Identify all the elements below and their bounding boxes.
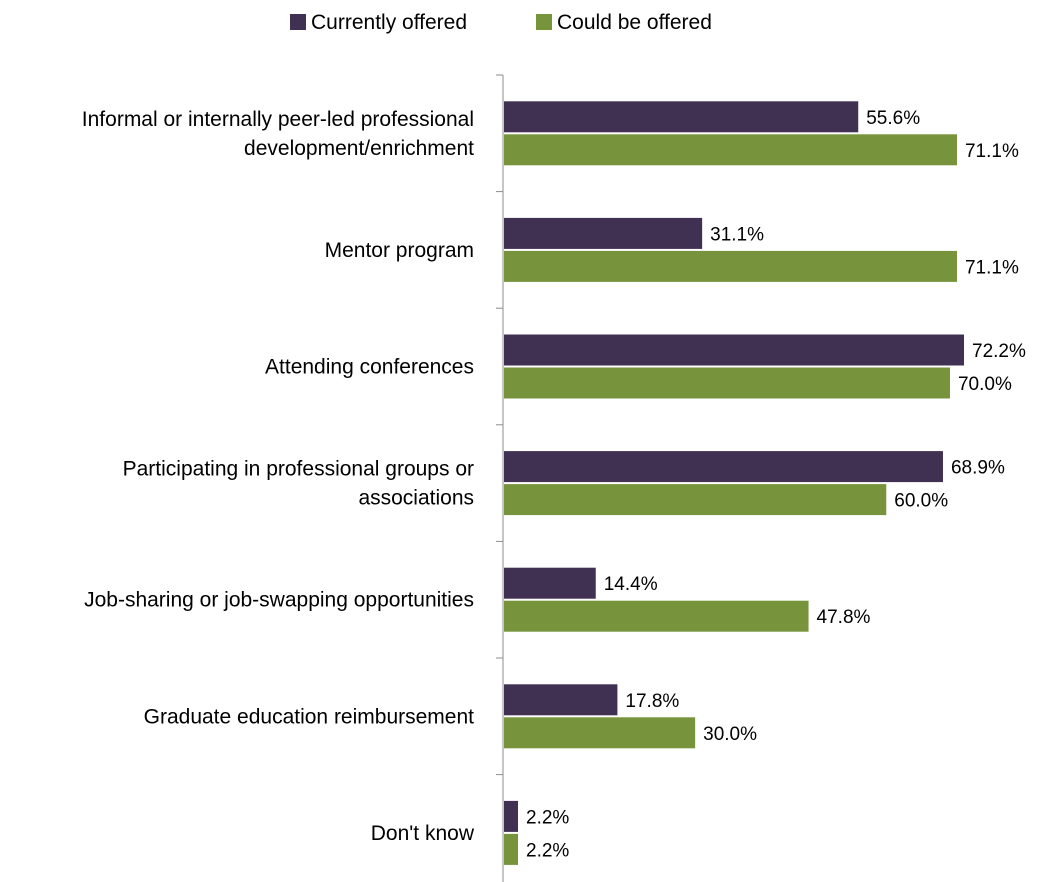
bar-could-be-offered-4	[504, 600, 809, 632]
category-label-6-line-0: Don't know	[371, 822, 475, 845]
bars: 55.6% 71.1% 31.1% 71.1% 72.2% 70.0% 68.9%60.0%…	[504, 101, 1026, 865]
legend-swatch-could-be-offered	[536, 14, 552, 30]
value-label-currently-offered-1: 31.1%	[710, 224, 764, 245]
bar-currently-offered-2	[504, 334, 964, 366]
category-label-5-line-0: Graduate education reimbursement	[144, 705, 475, 728]
bar-currently-offered-5	[504, 684, 618, 716]
category-label-3-line-1: associations	[358, 487, 474, 510]
value-label-currently-offered-3: 68.9%	[951, 458, 1005, 479]
bar-could-be-offered-6	[504, 833, 519, 865]
bar-could-be-offered-3	[504, 484, 887, 516]
bar-could-be-offered-1	[504, 250, 957, 282]
category-label-0-line-1: development/enrichment	[244, 137, 474, 160]
category-label-3-line-0: Participating in professional groups or	[123, 458, 474, 481]
value-label-could-be-offered-0: 71.1%	[965, 141, 1019, 162]
category-label-1-line-0: Mentor program	[325, 239, 474, 262]
value-label-currently-offered-2: 72.2%	[972, 341, 1026, 362]
legend-label-currently-offered: Currently offered	[311, 11, 467, 34]
category-labels: Informal or internally peer-led professi…	[82, 108, 475, 845]
category-label-0-line-0: Informal or internally peer-led professi…	[82, 108, 474, 131]
value-label-could-be-offered-3: 60.0%	[894, 491, 948, 512]
category-label-2-line-0: Attending conferences	[265, 356, 474, 379]
value-label-currently-offered-4: 14.4%	[604, 574, 658, 595]
bar-currently-offered-6	[504, 800, 519, 832]
bar-could-be-offered-5	[504, 717, 696, 749]
bar-currently-offered-0	[504, 101, 859, 133]
bar-currently-offered-3	[504, 451, 943, 483]
value-label-could-be-offered-1: 71.1%	[965, 257, 1019, 278]
legend: Currently offered Could be offered	[290, 11, 712, 34]
value-label-could-be-offered-5: 30.0%	[703, 724, 757, 745]
value-label-could-be-offered-2: 70.0%	[958, 374, 1012, 395]
value-label-currently-offered-0: 55.6%	[866, 108, 920, 129]
category-axis	[496, 74, 504, 882]
value-label-currently-offered-5: 17.8%	[625, 691, 679, 712]
value-label-currently-offered-6: 2.2%	[526, 807, 569, 828]
legend-swatch-currently-offered	[290, 14, 306, 30]
category-label-4-line-0: Job-sharing or job-swapping opportunitie…	[84, 589, 474, 612]
legend-label-could-be-offered: Could be offered	[557, 11, 712, 34]
bar-could-be-offered-0	[504, 134, 957, 166]
value-label-could-be-offered-4: 47.8%	[817, 607, 871, 628]
bar-could-be-offered-2	[504, 367, 950, 399]
bar-currently-offered-1	[504, 217, 703, 249]
value-label-could-be-offered-6: 2.2%	[526, 840, 569, 861]
bar-currently-offered-4	[504, 567, 596, 599]
